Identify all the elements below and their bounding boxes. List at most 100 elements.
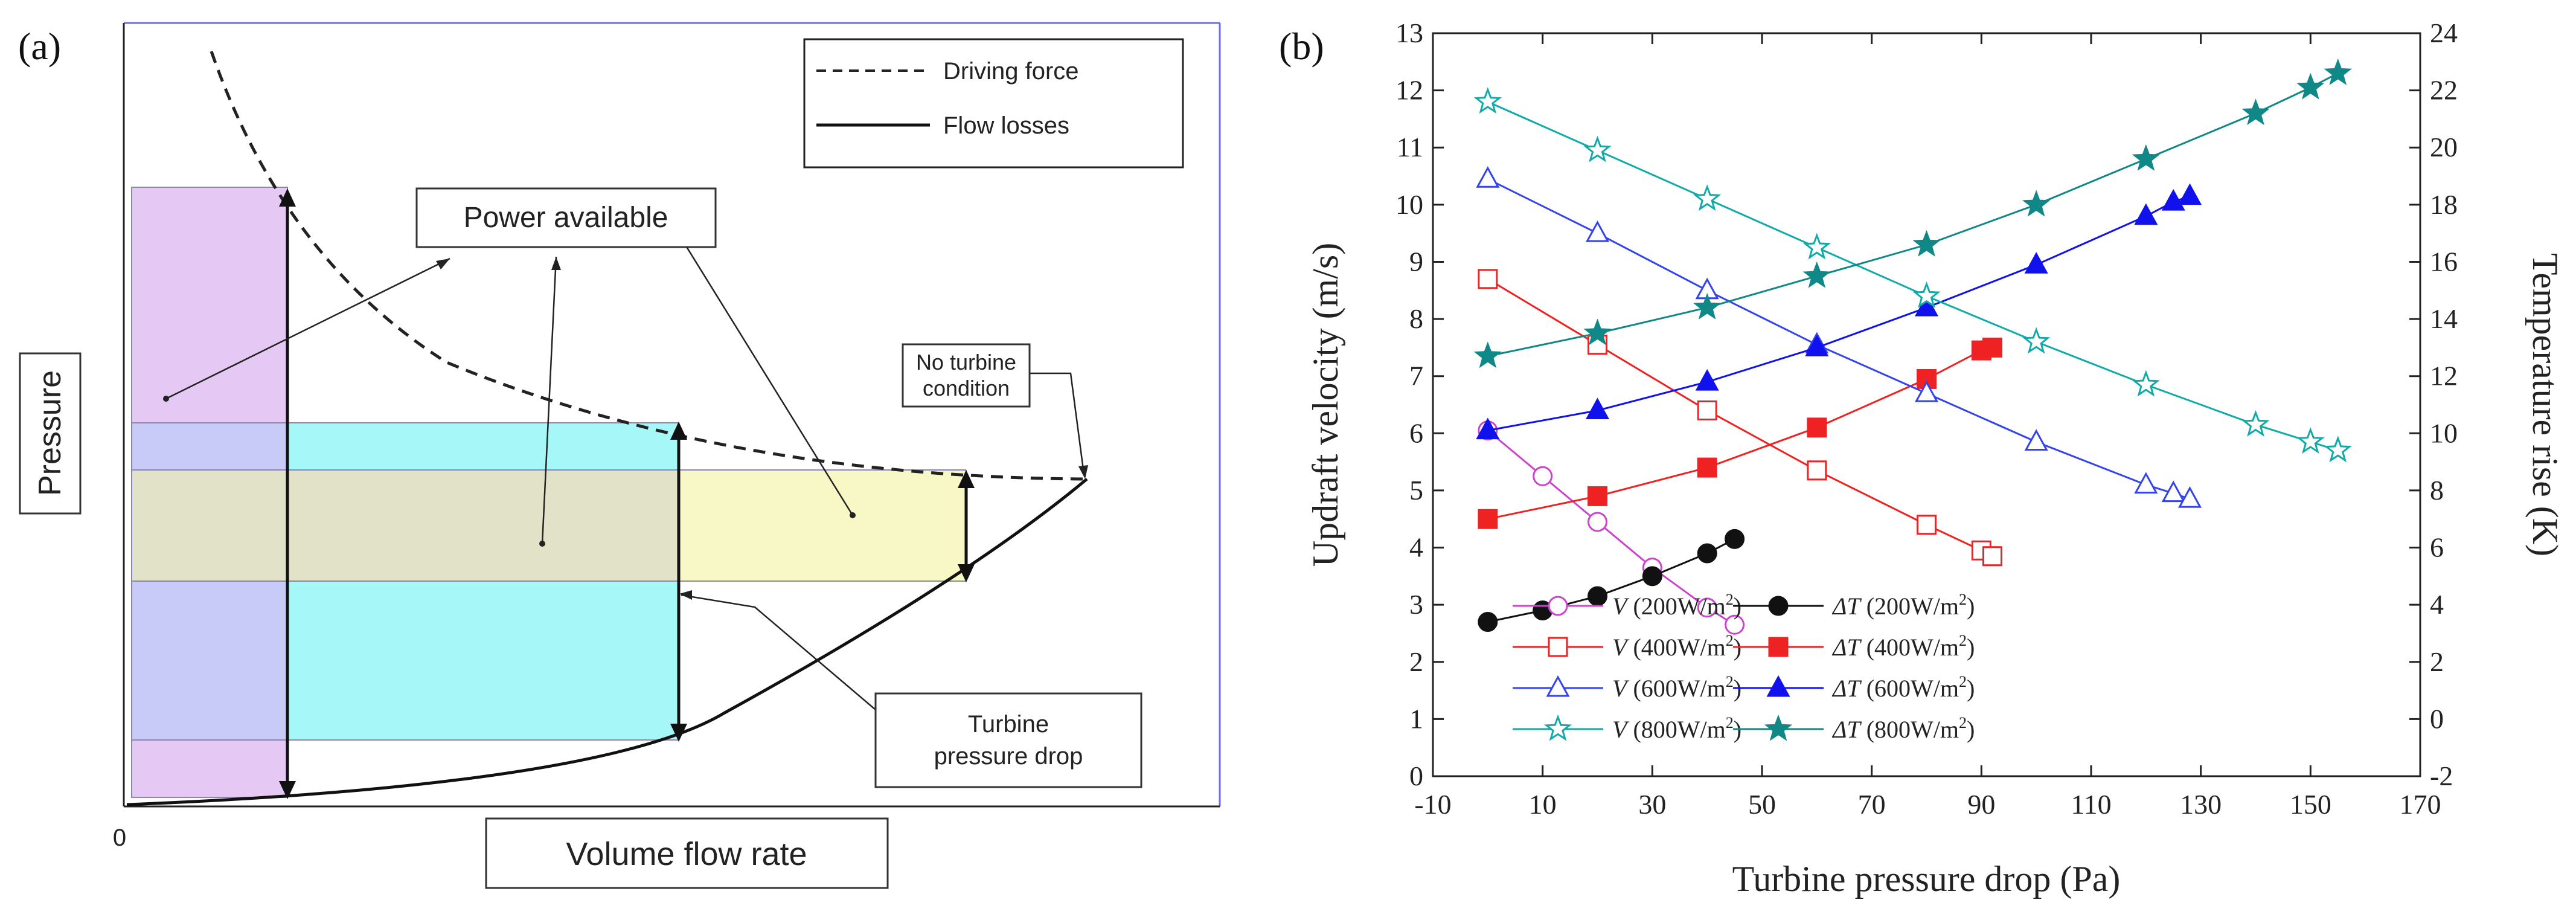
y-left-tick-label: 13 [1395,18,1423,48]
data-point [1807,417,1827,438]
legend-condition: (800W/m [1627,716,1725,743]
y-left-tick-label: 5 [1409,475,1423,506]
data-point [1725,614,1745,635]
legend-marker [1548,596,1568,616]
legend-label: V (800W/m2) [1612,714,1741,743]
legend-marker [1766,675,1790,697]
series-line [1487,101,2339,452]
volume-flow-label-box: Volume flow rate [485,817,889,889]
data-point [2296,427,2325,454]
data-point [1478,269,1498,289]
y-left-tick-label: 0 [1409,761,1423,791]
data-point [1478,612,1498,632]
pressure-label-box: Pressure [19,352,82,515]
legend-marker [1543,714,1572,741]
data-point [1697,543,1717,564]
legend-item-2: V (400W/m2) [1513,632,1741,661]
legend-item-5: ΔT (600W/m2) [1733,673,1975,702]
y-right-tick-label: 12 [2430,361,2458,391]
data-point [2022,327,2051,354]
data-point [2177,486,2202,508]
y-right-tick-label: 14 [2430,303,2458,334]
legend-superscript: 2 [1726,673,1734,690]
legend-driving-force: Driving force [943,58,1079,85]
data-point [2161,480,2185,503]
data-point [2177,183,2202,205]
data-point [2296,72,2325,100]
y-left-tick-label: 7 [1409,361,1423,391]
panel-b-legend: V (200W/m2)ΔT (200W/m2)V (400W/m2)ΔT (40… [1513,591,1975,743]
plot-frame [1432,32,2421,777]
legend-superscript: 2 [1959,714,1967,732]
data-point [1695,369,1719,391]
legend-symbol: V [1612,634,1630,661]
data-point [1805,335,1829,356]
legend-symbol: V [1612,716,1630,743]
data-point [2324,58,2352,85]
legend-condition: (800W/m [1860,716,1959,743]
data-point [1588,486,1607,506]
data-point [1588,586,1607,606]
turbine-drop-line2: pressure drop [934,743,1083,770]
x-tick-label: -10 [1414,789,1451,820]
origin-label: 0 [113,825,126,851]
panel-a-ylabel: Pressure [33,370,68,496]
legend-superscript: 2 [1959,632,1967,649]
x-tick-label: 110 [2071,789,2111,820]
legend-condition: (400W/m [1627,634,1725,661]
x-tick-label: 170 [2400,789,2441,820]
legend-superscript: 2 [1726,632,1734,649]
legend-label: V (200W/m2) [1612,591,1741,620]
data-point [2134,472,2158,494]
panel-a-xlabel: Volume flow rate [566,836,807,872]
y-left-tick-label: 10 [1395,189,1423,220]
data-point [2132,370,2160,397]
panel-b-xlabel: Turbine pressure drop (Pa) [1732,859,2121,899]
data-point [1982,337,2002,358]
legend-condition: (200W/m [1627,593,1725,620]
legend-close: ) [1967,716,1975,743]
y-left-tick-label: 8 [1409,303,1423,334]
y-right-tick-label: -2 [2430,761,2453,791]
y-right-tick-label: 16 [2430,246,2458,277]
legend-symbol: ΔT [1831,593,1862,620]
legend-superscript: 2 [1959,673,1967,690]
y-right-tick-label: 8 [2430,475,2444,506]
x-tick-label: 10 [1529,789,1557,820]
data-point [1697,597,1717,618]
data-point [1802,233,1831,260]
y-right-tick-label: 6 [2430,532,2444,563]
legend-close: ) [1967,593,1975,620]
x-tick-label: 150 [2290,789,2331,820]
legend-symbol: ΔT [1831,675,1862,702]
y-left-tick-label: 6 [1409,417,1423,448]
legend-superscript: 2 [1726,591,1734,608]
y-right-tick-label: 0 [2430,703,2444,734]
legend-label: V (400W/m2) [1612,632,1741,661]
x-tick-label: 90 [1967,789,1995,820]
series-5 [1476,183,2202,440]
olive-overlap-region [132,470,679,581]
y-left-tick-label: 4 [1409,532,1423,563]
legend-item-6: V (800W/m2) [1513,714,1741,743]
data-point [1912,230,1941,257]
panel-b-ylabel-left: Updraft velocity (m/s) [1306,243,1345,567]
data-point [1533,466,1553,486]
legend-label: ΔT (800W/m2) [1831,714,1975,743]
series-line [1487,72,2339,358]
no-turbine-line1: No turbine [916,350,1016,375]
data-point [1585,397,1610,419]
data-point [1914,295,1939,317]
legend-item-1: ΔT (200W/m2) [1733,591,1975,620]
y-left-tick-label: 1 [1409,703,1423,734]
data-point [1642,566,1662,587]
data-point [2241,98,2270,126]
double-arrow-mid [670,422,687,742]
y-left-tick-label: 12 [1395,75,1423,106]
annotation-pointers [163,220,1088,710]
turbine-drop-line1: Turbine [968,711,1049,738]
data-point [1473,87,1502,114]
